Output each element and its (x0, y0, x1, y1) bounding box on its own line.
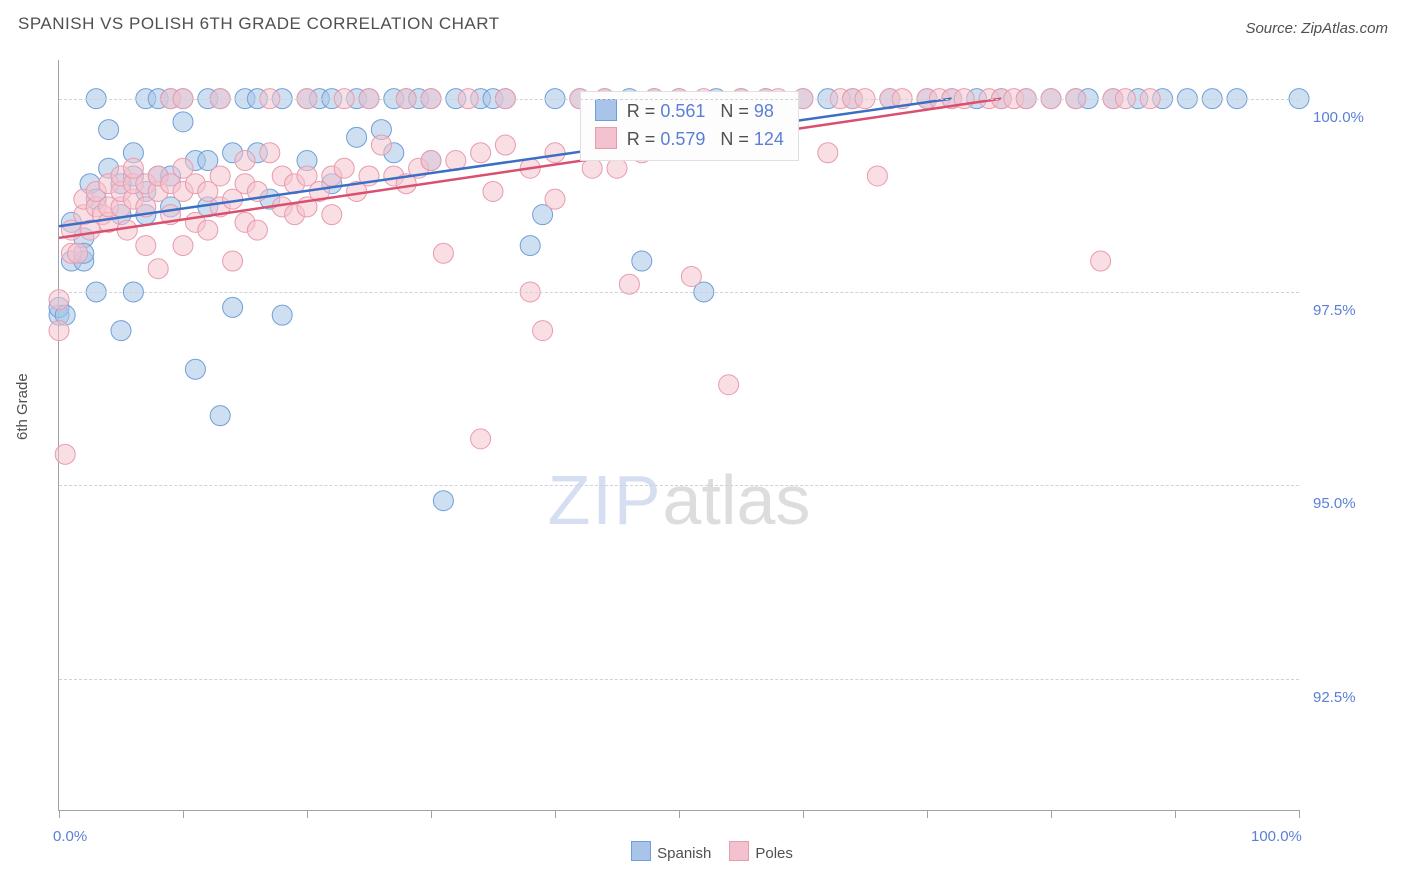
scatter-point (495, 135, 515, 155)
chart-title: SPANISH VS POLISH 6TH GRADE CORRELATION … (18, 14, 500, 34)
scatter-point (607, 158, 627, 178)
source-label: Source: ZipAtlas.com (1245, 20, 1388, 37)
gridline (59, 99, 1299, 100)
scatter-point (533, 321, 553, 341)
x-tick (679, 810, 680, 818)
x-tick (183, 810, 184, 818)
stats-row: R = 0.561 N = 98 (595, 98, 784, 126)
scatter-point (223, 251, 243, 271)
scatter-point (632, 251, 652, 271)
scatter-point (49, 321, 69, 341)
scatter-point (260, 143, 280, 163)
scatter-point (1091, 251, 1111, 271)
scatter-point (545, 143, 565, 163)
scatter-point (433, 491, 453, 511)
scatter-point (334, 158, 354, 178)
scatter-point (471, 143, 491, 163)
x-tick (431, 810, 432, 818)
plot-area: ZIPatlas R = 0.561 N = 98R = 0.579 N = 1… (58, 60, 1299, 811)
scatter-point (235, 151, 255, 171)
y-axis-label: 6th Grade (14, 373, 31, 440)
legend-swatch (729, 841, 749, 861)
scatter-point (681, 266, 701, 286)
scatter-point (198, 220, 218, 240)
scatter-point (867, 166, 887, 186)
scatter-point (322, 205, 342, 225)
scatter-point (471, 429, 491, 449)
scatter-point (185, 359, 205, 379)
legend-swatch (631, 841, 651, 861)
stats-legend-box: R = 0.561 N = 98R = 0.579 N = 124 (580, 91, 799, 161)
scatter-point (347, 127, 367, 147)
scatter-point (210, 166, 230, 186)
stats-row: R = 0.579 N = 124 (595, 126, 784, 154)
gridline (59, 679, 1299, 680)
x-tick (1175, 810, 1176, 818)
scatter-point (483, 181, 503, 201)
scatter-point (68, 243, 88, 263)
scatter-point (117, 220, 137, 240)
x-tick (555, 810, 556, 818)
x-tick (307, 810, 308, 818)
y-tick-label: 97.5% (1313, 302, 1356, 319)
x-tick (1299, 810, 1300, 818)
x-tick (803, 810, 804, 818)
y-tick-label: 100.0% (1313, 109, 1364, 126)
scatter-point (111, 321, 131, 341)
scatter-point (719, 375, 739, 395)
scatter-point (247, 220, 267, 240)
x-tick (59, 810, 60, 818)
scatter-point (173, 236, 193, 256)
y-tick-label: 92.5% (1313, 689, 1356, 706)
gridline (59, 485, 1299, 486)
scatter-point (520, 236, 540, 256)
scatter-point (99, 120, 119, 140)
legend-label: Spanish (657, 845, 711, 862)
legend-bottom: Spanish Poles (0, 841, 1406, 862)
scatter-point (272, 305, 292, 325)
y-tick-label: 95.0% (1313, 495, 1356, 512)
scatter-point (136, 236, 156, 256)
scatter-point (421, 151, 441, 171)
scatter-point (818, 143, 838, 163)
scatter-point (173, 112, 193, 132)
scatter-point (210, 406, 230, 426)
scatter-point (433, 243, 453, 263)
x-tick (1051, 810, 1052, 818)
x-tick (927, 810, 928, 818)
scatter-point (545, 189, 565, 209)
scatter-point (55, 444, 75, 464)
scatter-point (148, 259, 168, 279)
scatter-point (371, 135, 391, 155)
gridline (59, 292, 1299, 293)
chart-svg (59, 60, 1299, 810)
legend-label: Poles (755, 845, 793, 862)
scatter-point (223, 297, 243, 317)
